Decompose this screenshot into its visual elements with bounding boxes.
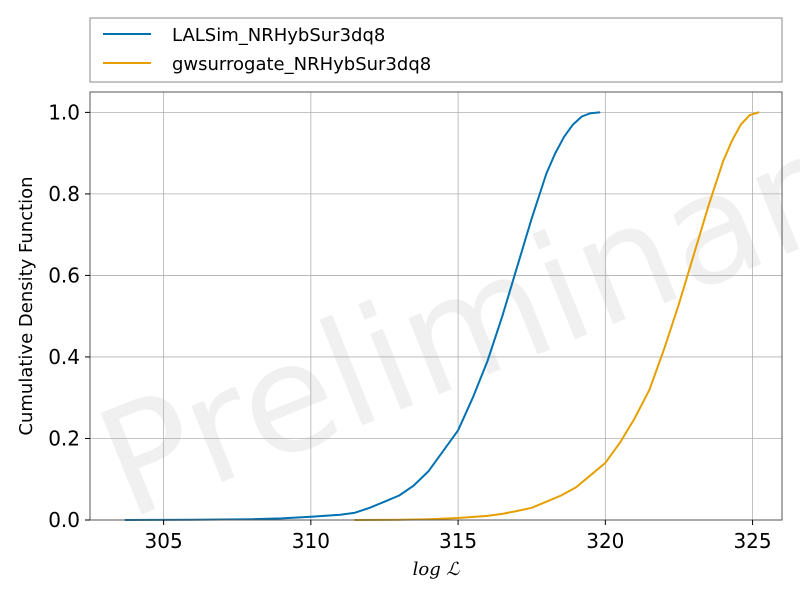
x-tick-label: 320 (586, 529, 624, 553)
x-tick-label: 310 (292, 529, 330, 553)
y-axis-label: Cumulative Density Function (16, 176, 37, 435)
x-axis-label: log ℒ (413, 559, 461, 580)
watermark-text: Preliminary (76, 75, 800, 554)
legend-label-lalsim: LALSim_NRHybSur3dq8 (172, 25, 385, 46)
series-line-gwsurrogate (354, 111, 760, 521)
x-tick-label: 325 (733, 529, 771, 553)
series-line-lalsim (124, 111, 601, 521)
y-axis-ticks: 0.0 0.2 0.4 0.6 0.8 1.0 (48, 100, 90, 532)
series-lines (124, 111, 760, 521)
plot-frame (89, 91, 783, 521)
legend-label-gwsurrogate: gwsurrogate_NRHybSur3dq8 (172, 54, 431, 75)
y-tick-label: 0.8 (48, 182, 80, 206)
y-tick-label: 0.0 (48, 508, 80, 532)
y-tick-label: 0.6 (48, 263, 80, 287)
x-tick-label: 315 (439, 529, 477, 553)
y-tick-label: 0.4 (48, 345, 80, 369)
y-tick-label: 1.0 (48, 100, 80, 124)
legend-box (89, 17, 783, 83)
x-axis-ticks: 305 310 315 320 325 (145, 520, 772, 553)
x-tick-label: 305 (145, 529, 183, 553)
legend: LALSim_NRHybSur3dq8 gwsurrogate_NRHybSur… (89, 17, 783, 83)
y-tick-label: 0.2 (48, 426, 80, 450)
